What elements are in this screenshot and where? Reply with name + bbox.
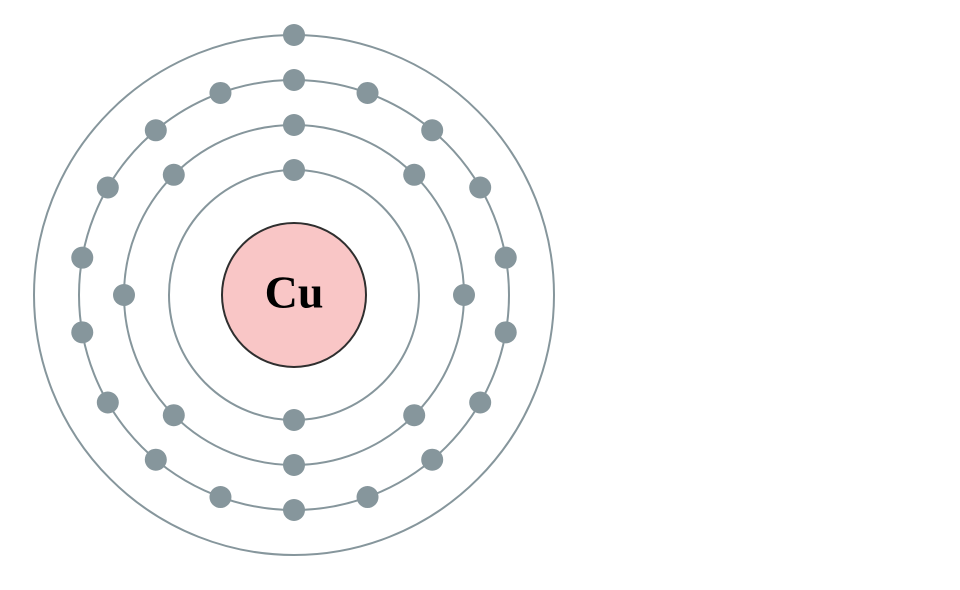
electron (421, 119, 443, 141)
electron-shell-diagram: Cu (0, 0, 960, 590)
electron (453, 284, 475, 306)
electron (209, 486, 231, 508)
electron (163, 404, 185, 426)
electron (283, 409, 305, 431)
electron (357, 486, 379, 508)
electron (283, 454, 305, 476)
electron (209, 82, 231, 104)
electron (283, 24, 305, 46)
electron (495, 321, 517, 343)
electron (469, 392, 491, 414)
electron (283, 114, 305, 136)
electron (163, 164, 185, 186)
electron (495, 247, 517, 269)
electron (283, 159, 305, 181)
electron (71, 247, 93, 269)
electron (145, 449, 167, 471)
electron (113, 284, 135, 306)
electron (283, 499, 305, 521)
electron (97, 177, 119, 199)
diagram-canvas: Cu (0, 0, 960, 590)
electron (97, 392, 119, 414)
electron (71, 321, 93, 343)
electron (421, 449, 443, 471)
electron (469, 177, 491, 199)
electron (403, 404, 425, 426)
electron (145, 119, 167, 141)
electron (403, 164, 425, 186)
electron (283, 69, 305, 91)
nucleus-label: Cu (265, 267, 324, 318)
electron (357, 82, 379, 104)
